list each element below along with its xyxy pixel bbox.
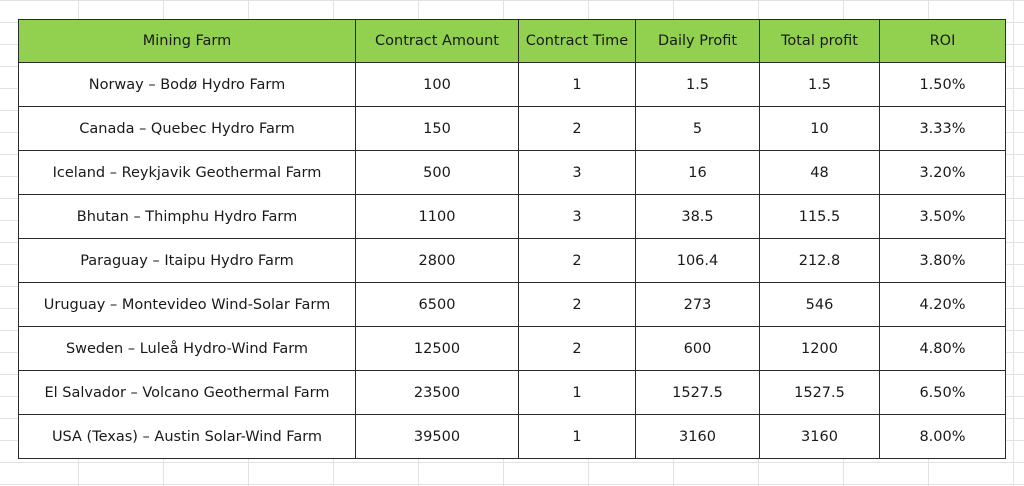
cell-contract-time[interactable]: 1 <box>518 62 636 107</box>
header-row: Mining Farm Contract Amount Contract Tim… <box>18 19 1006 63</box>
cell-daily-profit[interactable]: 273 <box>635 282 760 327</box>
cell-roi[interactable]: 8.00% <box>879 414 1006 459</box>
cell-mining-farm[interactable]: Uruguay – Montevideo Wind-Solar Farm <box>18 282 356 327</box>
cell-mining-farm[interactable]: Iceland – Reykjavik Geothermal Farm <box>18 150 356 195</box>
header-mining-farm[interactable]: Mining Farm <box>18 19 356 63</box>
cell-contract-amount[interactable]: 100 <box>355 62 519 107</box>
cell-roi[interactable]: 3.33% <box>879 106 1006 151</box>
cell-total-profit[interactable]: 1527.5 <box>759 370 880 415</box>
cell-total-profit[interactable]: 1200 <box>759 326 880 371</box>
table-row: El Salvador – Volcano Geothermal Farm 23… <box>18 370 1006 415</box>
cell-daily-profit[interactable]: 600 <box>635 326 760 371</box>
cell-mining-farm[interactable]: Paraguay – Itaipu Hydro Farm <box>18 238 356 283</box>
cell-contract-time[interactable]: 2 <box>518 106 636 151</box>
cell-mining-farm[interactable]: Bhutan – Thimphu Hydro Farm <box>18 194 356 239</box>
header-total-profit[interactable]: Total profit <box>759 19 880 63</box>
cell-contract-amount[interactable]: 39500 <box>355 414 519 459</box>
cell-daily-profit[interactable]: 38.5 <box>635 194 760 239</box>
header-contract-time[interactable]: Contract Time <box>518 19 636 63</box>
header-roi[interactable]: ROI <box>879 19 1006 63</box>
cell-total-profit[interactable]: 10 <box>759 106 880 151</box>
cell-total-profit[interactable]: 212.8 <box>759 238 880 283</box>
cell-daily-profit[interactable]: 5 <box>635 106 760 151</box>
cell-mining-farm[interactable]: Canada – Quebec Hydro Farm <box>18 106 356 151</box>
table-row: Sweden – Luleå Hydro-Wind Farm 12500 2 6… <box>18 326 1006 371</box>
cell-contract-amount[interactable]: 500 <box>355 150 519 195</box>
mining-farm-table: Mining Farm Contract Amount Contract Tim… <box>18 19 1006 459</box>
table-row: Canada – Quebec Hydro Farm 150 2 5 10 3.… <box>18 106 1006 151</box>
cell-contract-time[interactable]: 2 <box>518 326 636 371</box>
cell-roi[interactable]: 6.50% <box>879 370 1006 415</box>
table-row: Norway – Bodø Hydro Farm 100 1 1.5 1.5 1… <box>18 62 1006 107</box>
cell-daily-profit[interactable]: 1.5 <box>635 62 760 107</box>
cell-contract-time[interactable]: 3 <box>518 150 636 195</box>
cell-total-profit[interactable]: 48 <box>759 150 880 195</box>
cell-daily-profit[interactable]: 3160 <box>635 414 760 459</box>
cell-contract-time[interactable]: 1 <box>518 414 636 459</box>
cell-total-profit[interactable]: 1.5 <box>759 62 880 107</box>
cell-mining-farm[interactable]: Norway – Bodø Hydro Farm <box>18 62 356 107</box>
cell-total-profit[interactable]: 115.5 <box>759 194 880 239</box>
cell-contract-amount[interactable]: 1100 <box>355 194 519 239</box>
header-contract-amount[interactable]: Contract Amount <box>355 19 519 63</box>
cell-roi[interactable]: 3.50% <box>879 194 1006 239</box>
cell-contract-time[interactable]: 2 <box>518 238 636 283</box>
cell-mining-farm[interactable]: Sweden – Luleå Hydro-Wind Farm <box>18 326 356 371</box>
cell-roi[interactable]: 3.20% <box>879 150 1006 195</box>
cell-contract-amount[interactable]: 23500 <box>355 370 519 415</box>
cell-contract-amount[interactable]: 12500 <box>355 326 519 371</box>
table-row: Paraguay – Itaipu Hydro Farm 2800 2 106.… <box>18 238 1006 283</box>
cell-roi[interactable]: 4.20% <box>879 282 1006 327</box>
cell-contract-amount[interactable]: 6500 <box>355 282 519 327</box>
cell-roi[interactable]: 4.80% <box>879 326 1006 371</box>
cell-contract-time[interactable]: 1 <box>518 370 636 415</box>
cell-total-profit[interactable]: 3160 <box>759 414 880 459</box>
cell-roi[interactable]: 3.80% <box>879 238 1006 283</box>
cell-contract-time[interactable]: 3 <box>518 194 636 239</box>
cell-mining-farm[interactable]: El Salvador – Volcano Geothermal Farm <box>18 370 356 415</box>
cell-total-profit[interactable]: 546 <box>759 282 880 327</box>
table-row: Bhutan – Thimphu Hydro Farm 1100 3 38.5 … <box>18 194 1006 239</box>
table-row: Iceland – Reykjavik Geothermal Farm 500 … <box>18 150 1006 195</box>
cell-mining-farm[interactable]: USA (Texas) – Austin Solar-Wind Farm <box>18 414 356 459</box>
table-row: USA (Texas) – Austin Solar-Wind Farm 395… <box>18 414 1006 459</box>
cell-daily-profit[interactable]: 16 <box>635 150 760 195</box>
table-row: Uruguay – Montevideo Wind-Solar Farm 650… <box>18 282 1006 327</box>
cell-roi[interactable]: 1.50% <box>879 62 1006 107</box>
cell-daily-profit[interactable]: 106.4 <box>635 238 760 283</box>
header-daily-profit[interactable]: Daily Profit <box>635 19 760 63</box>
cell-contract-amount[interactable]: 2800 <box>355 238 519 283</box>
cell-daily-profit[interactable]: 1527.5 <box>635 370 760 415</box>
cell-contract-time[interactable]: 2 <box>518 282 636 327</box>
cell-contract-amount[interactable]: 150 <box>355 106 519 151</box>
